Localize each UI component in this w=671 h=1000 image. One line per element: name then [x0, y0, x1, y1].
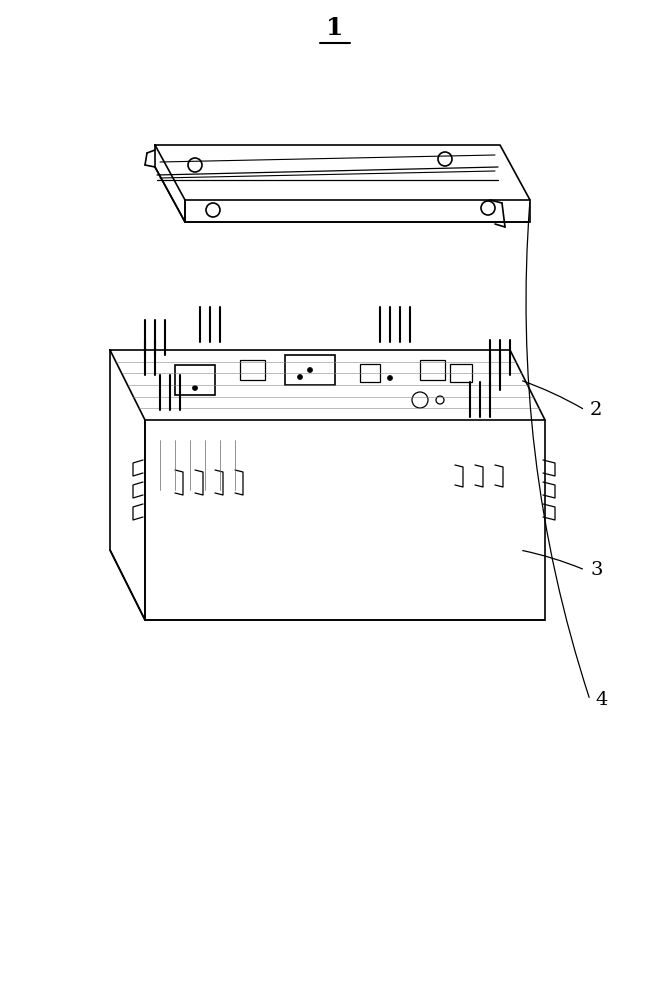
- Text: 1: 1: [326, 16, 344, 40]
- Text: 3: 3: [590, 561, 603, 579]
- Circle shape: [193, 385, 197, 390]
- Text: 4: 4: [595, 691, 607, 709]
- Text: 2: 2: [590, 401, 603, 419]
- Circle shape: [307, 367, 313, 372]
- Circle shape: [387, 375, 393, 380]
- Circle shape: [297, 374, 303, 379]
